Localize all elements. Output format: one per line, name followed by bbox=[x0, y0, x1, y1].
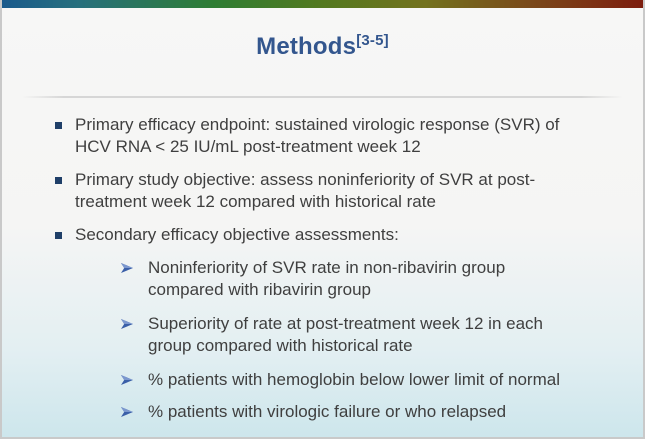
arrow-bullet-icon bbox=[121, 407, 133, 417]
sub-bullet-text: Superiority of rate at post-treatment we… bbox=[148, 313, 543, 357]
bullet-text-line: HCV RNA < 25 IU/mL post-treatment week 1… bbox=[75, 137, 421, 156]
arrow-bullet-icon bbox=[121, 375, 133, 385]
sub-bullet-text-line: compared with ribavirin group bbox=[148, 280, 371, 299]
sub-bullet-text: % patients with hemoglobin below lower l… bbox=[148, 369, 560, 391]
sub-bullet-text-line: Superiority of rate at post-treatment we… bbox=[148, 314, 543, 333]
bullet-text: Primary study objective: assess noninfer… bbox=[75, 169, 535, 213]
bullet-item: Primary study objective: assess noninfer… bbox=[55, 169, 643, 213]
slide-body: Primary efficacy endpoint: sustained vir… bbox=[2, 98, 643, 423]
slide-title-text: Methods bbox=[256, 33, 357, 60]
square-bullet-icon bbox=[55, 232, 62, 239]
slide-title-citation: [3-5] bbox=[356, 32, 389, 49]
bullet-item: Primary efficacy endpoint: sustained vir… bbox=[55, 114, 643, 158]
sub-bullet-item: % patients with virologic failure or who… bbox=[120, 401, 643, 423]
arrow-bullet-icon bbox=[121, 263, 133, 273]
square-bullet-icon bbox=[55, 177, 62, 184]
sub-bullet-text-line: % patients with virologic failure or who… bbox=[148, 402, 507, 421]
bullet-text: Primary efficacy endpoint: sustained vir… bbox=[75, 114, 559, 158]
bullet-text-line: treatment week 12 compared with historic… bbox=[75, 192, 436, 211]
sub-bullet-item: % patients with hemoglobin below lower l… bbox=[120, 369, 643, 391]
sub-bullet-text-line: group compared with historical rate bbox=[148, 336, 413, 355]
sub-bullet-item: Noninferiority of SVR rate in non-ribavi… bbox=[120, 257, 643, 301]
arrow-bullet-icon bbox=[121, 319, 133, 329]
bullet-text: Secondary efficacy objective assessments… bbox=[75, 224, 399, 246]
title-divider bbox=[22, 96, 623, 98]
sub-bullet-text-line: % patients with hemoglobin below lower l… bbox=[148, 370, 560, 389]
bullet-item: Secondary efficacy objective assessments… bbox=[55, 224, 643, 246]
bullet-text-line: Primary efficacy endpoint: sustained vir… bbox=[75, 115, 560, 134]
slide-title: Methods[3-5] bbox=[2, 31, 643, 63]
sub-bullet-text: Noninferiority of SVR rate in non-ribavi… bbox=[148, 257, 505, 301]
sub-bullet-text-line: Noninferiority of SVR rate in non-ribavi… bbox=[148, 258, 506, 277]
slide-accent-bar bbox=[2, 0, 643, 8]
sub-bullet-item: Superiority of rate at post-treatment we… bbox=[120, 313, 643, 357]
sub-bullet-text: % patients with virologic failure or who… bbox=[148, 401, 506, 423]
bullet-text-line: Secondary efficacy objective assessments… bbox=[75, 225, 399, 244]
square-bullet-icon bbox=[55, 122, 62, 129]
bullet-text-line: Primary study objective: assess noninfer… bbox=[75, 170, 536, 189]
